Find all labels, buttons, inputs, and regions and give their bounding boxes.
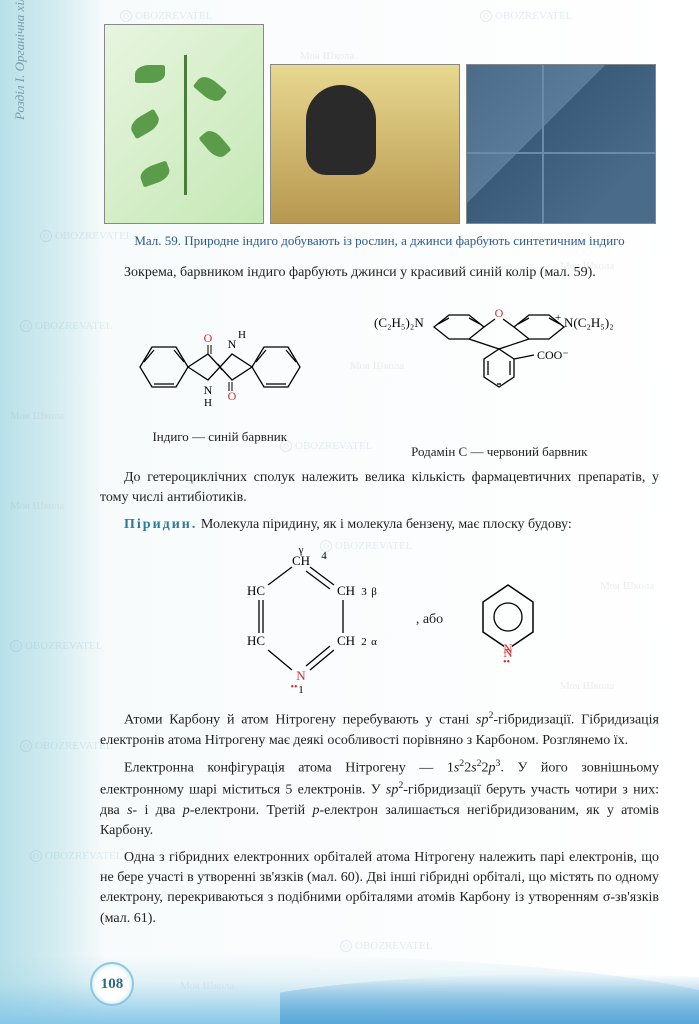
svg-text:α: α [371, 636, 377, 648]
indigo-label: Індиго — синій барвник [130, 428, 310, 447]
svg-text:1: 1 [298, 684, 304, 695]
chemical-structures-row: O O N H N H Індиго — синій барвник (C₂H₅… [100, 297, 659, 462]
svg-text:H: H [204, 397, 212, 409]
dye-worker-image [270, 64, 460, 224]
page-number: 108 [90, 962, 134, 1006]
jeans-fabric-image [466, 64, 656, 224]
rhodamine-structure: (C₂H₅)₂N N(C₂H₅)₂ + [369, 297, 629, 462]
page-content: Мал. 59. Природне індиго добувають із ро… [0, 0, 699, 975]
svg-text:HC: HC [247, 633, 265, 648]
svg-text:HC: HC [247, 583, 265, 598]
paragraph-6: Одна з гібридних електронних орбіталей а… [100, 848, 659, 929]
svg-text:N: N [227, 337, 236, 351]
paragraph-3-rest: Молекула піридину, як і молекула бензену… [197, 517, 571, 532]
svg-text:N: N [203, 383, 212, 397]
svg-text:4: 4 [321, 550, 327, 562]
paragraph-3: Піридин. Молекула піридину, як і молекул… [100, 515, 659, 535]
pyridine-heading: Піридин. [124, 517, 197, 532]
pyridine-compact-structure: N •• N [473, 575, 543, 665]
rhodamine-coo: COO⁻ [537, 348, 569, 362]
svg-text:3: 3 [361, 586, 367, 598]
figure-image-row [100, 24, 659, 224]
svg-text:H: H [238, 329, 246, 341]
svg-text:••: •• [290, 682, 297, 693]
rhodamine-right-group: N(C₂H₅)₂ [564, 315, 614, 330]
svg-text:β: β [371, 586, 377, 598]
svg-text:CH: CH [337, 583, 355, 598]
paragraph-2: До гетероциклічних сполук належить велик… [100, 468, 659, 509]
paragraph-1: Зокрема, барвником індиго фарбують джинс… [100, 263, 659, 283]
paragraph-5: Електронна конфігурація атома Нітрогену … [100, 757, 659, 842]
svg-text:CH: CH [337, 633, 355, 648]
svg-text:O: O [203, 331, 212, 345]
figure-caption: Мал. 59. Природне індиго добувають із ро… [100, 232, 659, 251]
paragraph-4: Атоми Карбону й атом Нітрогену перебуваю… [100, 709, 659, 751]
pyridine-or-text: , або [416, 610, 443, 630]
svg-text:N: N [503, 641, 513, 656]
rhodamine-label: Родамін С — червоний барвник [369, 443, 629, 462]
svg-text:O: O [227, 389, 236, 403]
pyridine-structure-row: CH HC CH HC CH N •• γ 4 [100, 545, 659, 695]
rhodamine-left-group: (C₂H₅)₂N [374, 315, 424, 330]
svg-text:2: 2 [361, 636, 367, 648]
svg-text:O: O [495, 306, 504, 320]
pyridine-expanded-structure: CH HC CH HC CH N •• γ 4 [216, 545, 386, 695]
svg-text:••: •• [503, 657, 510, 665]
svg-text:N: N [296, 668, 306, 683]
indigo-structure: O O N H N H Індиго — синій барвник [130, 312, 310, 447]
svg-text:γ: γ [297, 545, 303, 556]
indigo-plant-image [104, 24, 264, 224]
